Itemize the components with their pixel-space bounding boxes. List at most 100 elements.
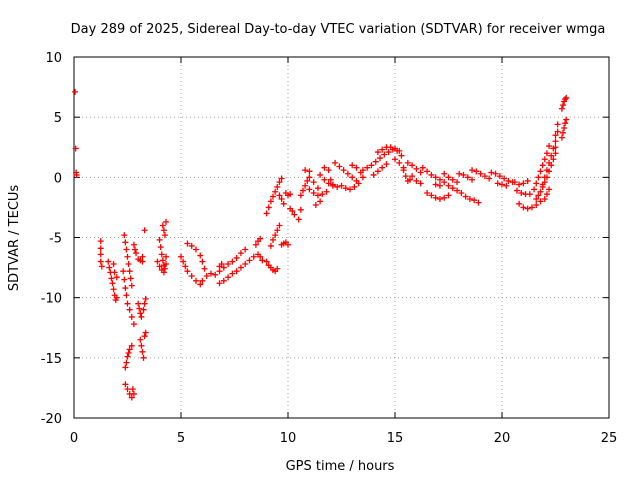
data-point: [105, 258, 112, 265]
chart-title: Day 289 of 2025, Sidereal Day-to-day VTE…: [71, 22, 606, 37]
data-point: [310, 189, 317, 196]
data-point: [285, 241, 291, 248]
data-point: [550, 156, 557, 163]
data-point: [317, 198, 324, 205]
data-point: [477, 170, 484, 177]
data-point: [242, 260, 249, 267]
data-point: [501, 175, 508, 182]
data-point: [334, 183, 341, 190]
data-point: [289, 208, 296, 215]
data-point: [535, 192, 542, 199]
data-points: [72, 88, 570, 401]
data-point: [359, 174, 366, 181]
data-point: [424, 189, 431, 196]
data-point: [265, 204, 272, 211]
data-point: [302, 182, 309, 189]
data-point: [97, 238, 104, 245]
data-point: [123, 292, 130, 299]
data-point: [263, 210, 270, 217]
data-point: [125, 350, 132, 357]
y-tick-label: -5: [49, 232, 62, 247]
data-point: [126, 306, 133, 313]
data-point: [359, 167, 366, 174]
data-point: [528, 204, 535, 211]
data-point: [552, 138, 559, 145]
data-point: [276, 222, 283, 229]
data-point: [503, 182, 510, 189]
data-point: [274, 265, 281, 272]
data-point: [473, 168, 480, 175]
data-point: [548, 152, 555, 159]
data-point: [128, 313, 135, 320]
data-point: [133, 250, 140, 257]
data-point: [398, 152, 405, 159]
data-point: [413, 177, 420, 184]
data-point: [197, 252, 204, 259]
data-point: [73, 171, 80, 178]
data-point: [295, 216, 302, 223]
x-tick-label: 0: [70, 431, 78, 446]
data-point: [329, 181, 336, 188]
data-point: [312, 202, 319, 209]
data-point: [402, 173, 409, 180]
data-point: [533, 202, 540, 209]
data-point: [291, 211, 298, 218]
data-point: [137, 336, 144, 343]
data-point: [546, 143, 553, 150]
data-point: [377, 155, 384, 162]
data-point: [113, 274, 120, 281]
data-point: [441, 170, 448, 177]
data-point: [306, 186, 313, 193]
data-point: [287, 191, 294, 198]
data-point: [154, 258, 161, 265]
y-axis-ticks: 10 5 0 -5 -10 -15 -20: [41, 51, 609, 427]
data-point: [220, 277, 227, 284]
data-point: [122, 239, 129, 246]
data-point: [274, 227, 281, 234]
data-point: [546, 186, 553, 193]
data-point: [250, 253, 257, 260]
x-axis-ticks: 0 5 10 15 20 25: [70, 57, 617, 446]
data-point: [396, 159, 403, 166]
data-point: [486, 175, 493, 182]
data-point: [347, 186, 354, 193]
data-point: [558, 134, 565, 141]
data-point: [539, 162, 546, 169]
data-point: [97, 251, 104, 258]
data-point: [445, 174, 452, 181]
data-point: [533, 180, 540, 187]
data-point: [126, 268, 133, 275]
data-point: [432, 181, 439, 188]
data-point: [109, 280, 116, 287]
data-point: [379, 164, 386, 171]
data-point: [327, 176, 334, 183]
data-point: [432, 194, 439, 201]
data-point: [97, 258, 104, 265]
data-point: [158, 251, 165, 258]
data-point: [310, 179, 317, 186]
data-point: [344, 170, 351, 177]
data-point: [554, 121, 561, 128]
data-point: [229, 270, 236, 277]
data-point: [137, 310, 144, 317]
data-point: [314, 185, 321, 192]
data-point: [156, 263, 163, 270]
data-point: [233, 254, 240, 261]
data-point: [456, 170, 463, 177]
data-point: [385, 149, 392, 156]
data-point: [552, 150, 559, 157]
data-point: [494, 180, 501, 187]
data-point: [142, 295, 149, 302]
data-point: [242, 246, 249, 253]
data-point: [338, 182, 345, 189]
data-point: [124, 353, 131, 360]
data-point: [121, 232, 128, 239]
data-point: [353, 164, 360, 171]
data-point: [188, 242, 195, 249]
data-point: [462, 193, 469, 200]
data-point: [233, 268, 240, 275]
data-point: [203, 273, 210, 280]
x-axis-label: GPS time / hours: [286, 459, 395, 474]
data-point: [124, 253, 131, 260]
data-point: [499, 181, 505, 188]
